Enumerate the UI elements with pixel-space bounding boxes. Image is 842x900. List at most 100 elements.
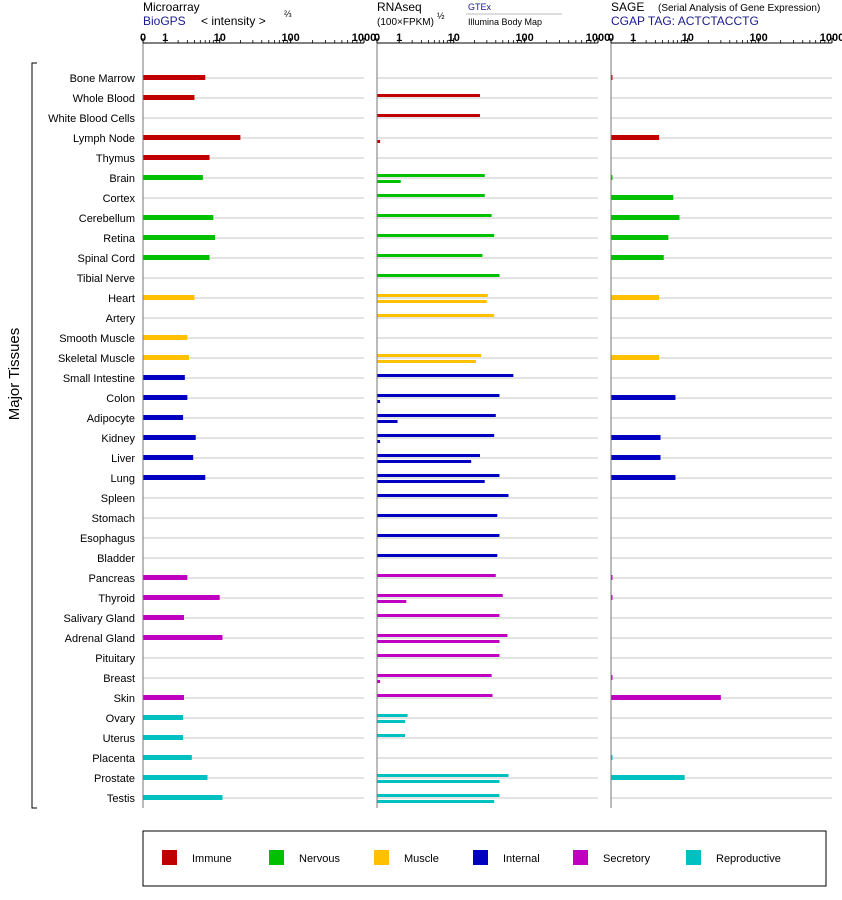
- x-tick-label: 10: [448, 32, 460, 44]
- legend-label: Reproductive: [716, 853, 781, 865]
- legend-label: Internal: [503, 853, 540, 865]
- microarray-bar: [143, 575, 188, 580]
- tissue-label: Tibial Nerve: [77, 273, 135, 285]
- tissue-label: Prostate: [94, 773, 135, 785]
- rnaseq-gtex-bar: [377, 394, 500, 397]
- microarray-bar: [143, 715, 184, 720]
- rnaseq-illumina-bar: [377, 800, 495, 803]
- rnaseq-gtex-bar: [377, 474, 500, 477]
- microarray-bar: [143, 795, 223, 800]
- x-tick-label: 1: [396, 32, 402, 44]
- tissue-label-layer: Bone Marrow Whole Blood White Blood Cells L…: [48, 73, 136, 805]
- microarray-unit-exponent: ⅔: [284, 9, 292, 19]
- microarray-bar: [143, 175, 203, 180]
- sage-bar: [611, 395, 676, 400]
- rnaseq-illumina-bar: [377, 680, 381, 683]
- gtex-source-label: GTEx: [468, 2, 492, 12]
- legend-swatch: [686, 850, 701, 865]
- rnaseq-gtex-bar: [377, 514, 498, 517]
- tissue-label: Esophagus: [80, 533, 136, 545]
- microarray-bar: [143, 235, 216, 240]
- microarray-bar: [143, 375, 185, 380]
- rnaseq-gtex-bar: [377, 214, 492, 217]
- microarray-bar: [143, 155, 210, 160]
- microarray-bar: [143, 475, 206, 480]
- rnaseq-gtex-bar: [377, 94, 480, 97]
- rnaseq-illumina-bar: [377, 600, 407, 603]
- rnaseq-gtex-bar: [377, 614, 500, 617]
- tissue-label: Liver: [111, 453, 135, 465]
- rnaseq-gtex-bar: [377, 554, 498, 557]
- sage-bar: [611, 255, 664, 260]
- rnaseq-gtex-bar: [377, 354, 482, 357]
- rnaseq-illumina-bar: [377, 640, 500, 643]
- microarray-unit: < intensity >: [201, 14, 266, 28]
- rnaseq-gtex-bar: [377, 174, 485, 177]
- sage-bar: [611, 235, 669, 240]
- tissue-label: Adipocyte: [87, 413, 135, 425]
- sage-bar: [611, 355, 660, 360]
- microarray-bar: [143, 135, 241, 140]
- rnaseq-gtex-bar: [377, 494, 509, 497]
- sage-bar: [611, 595, 613, 600]
- microarray-bar: [143, 755, 192, 760]
- sage-bar: [611, 135, 660, 140]
- tissue-label: Smooth Muscle: [59, 333, 135, 345]
- microarray-bar: [143, 75, 206, 80]
- sage-bar: [611, 475, 676, 480]
- rnaseq-gtex-bar: [377, 534, 500, 537]
- legend-label: Nervous: [299, 853, 340, 865]
- legend-swatch: [374, 850, 389, 865]
- rnaseq-illumina-bar: [377, 400, 381, 403]
- tissue-label: Brain: [109, 173, 135, 185]
- legend-swatch: [269, 850, 284, 865]
- sage-bar: [611, 775, 685, 780]
- legend-label: Secretory: [603, 853, 651, 865]
- tissue-label: Lymph Node: [73, 133, 135, 145]
- rnaseq-illumina-bar: [377, 360, 476, 363]
- x-tick-label: 10: [214, 32, 226, 44]
- rnaseq-gtex-bar: [377, 114, 480, 117]
- tissue-label: Pituitary: [95, 653, 135, 665]
- sage-bar: [611, 435, 661, 440]
- tissue-label: Cortex: [103, 193, 136, 205]
- rnaseq-gtex-bar: [377, 294, 488, 297]
- microarray-bar: [143, 615, 184, 620]
- microarray-bar: [143, 735, 184, 740]
- tissue-label: Skeletal Muscle: [58, 353, 135, 365]
- rnaseq-illumina-bar: [377, 460, 472, 463]
- tissue-label: Artery: [106, 313, 136, 325]
- grid-layer: [143, 77, 832, 799]
- legend-label: Immune: [192, 853, 232, 865]
- rnaseq-gtex-bar: [377, 794, 500, 797]
- microarray-bar: [143, 95, 195, 100]
- microarray-title: Microarray: [143, 0, 200, 14]
- legend-swatch: [473, 850, 488, 865]
- x-tick-label: 0: [140, 32, 146, 44]
- tissue-label: Skin: [114, 693, 135, 705]
- x-tick-label: 1: [630, 32, 636, 44]
- tissue-label: Uterus: [103, 733, 136, 745]
- x-tick-label: 1000: [820, 32, 842, 44]
- microarray-bar: [143, 355, 189, 360]
- rnaseq-illumina-bar: [377, 140, 381, 143]
- tissue-label: Retina: [103, 233, 136, 245]
- microarray-bar: [143, 215, 214, 220]
- microarray-bar: [143, 335, 188, 340]
- tissue-label: Breast: [103, 673, 135, 685]
- rnaseq-gtex-bar: [377, 434, 495, 437]
- rnaseq-gtex-bar: [377, 574, 496, 577]
- rnaseq-gtex-bar: [377, 774, 509, 777]
- sage-bar: [611, 755, 613, 760]
- tissue-label: Ovary: [106, 713, 136, 725]
- rnaseq-gtex-bar: [377, 314, 495, 317]
- x-tick-label: 0: [374, 32, 380, 44]
- tissue-label: Bladder: [97, 553, 135, 565]
- rnaseq-gtex-bar: [377, 654, 500, 657]
- x-tick-label: 100: [281, 32, 299, 44]
- sage-bar: [611, 675, 613, 680]
- microarray-bar: [143, 295, 195, 300]
- rnaseq-gtex-bar: [377, 594, 503, 597]
- tissue-label: Spleen: [101, 493, 135, 505]
